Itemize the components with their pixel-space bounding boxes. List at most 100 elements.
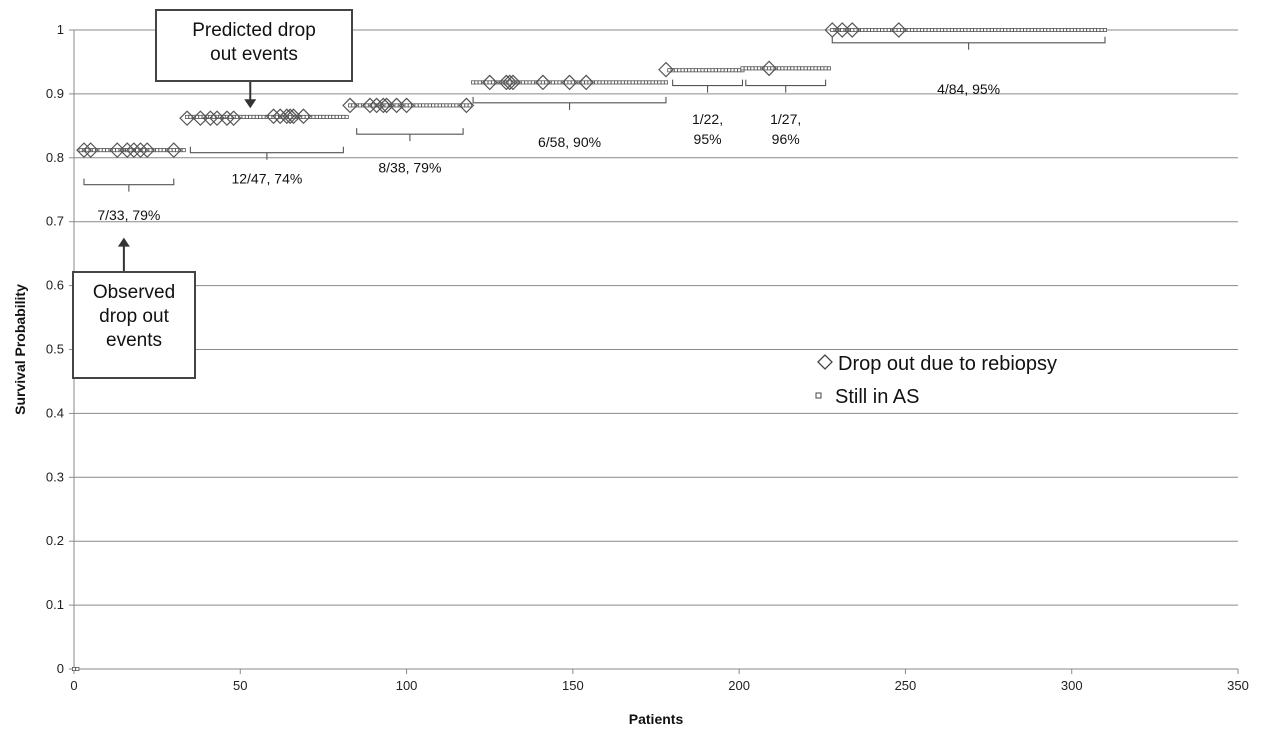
still-in-as-marker bbox=[537, 80, 542, 85]
still-in-as-marker bbox=[747, 66, 752, 71]
still-in-as-marker bbox=[797, 66, 802, 71]
still-in-as-marker bbox=[1003, 27, 1008, 32]
still-in-as-marker bbox=[75, 667, 80, 672]
dropout-marker bbox=[378, 97, 395, 114]
still-in-as-marker bbox=[471, 80, 476, 85]
still-in-as-marker bbox=[810, 66, 815, 71]
still-in-as-marker bbox=[707, 68, 712, 73]
still-in-as-marker bbox=[597, 80, 602, 85]
still-in-as-marker bbox=[600, 80, 605, 85]
still-in-as-marker bbox=[893, 27, 898, 32]
still-in-as-marker bbox=[1039, 27, 1044, 32]
still-in-as-marker bbox=[900, 27, 905, 32]
dropout-marker bbox=[834, 22, 851, 38]
still-in-as-marker bbox=[427, 103, 432, 108]
still-in-as-marker bbox=[966, 27, 971, 32]
still-in-as-marker bbox=[750, 66, 755, 71]
group-bracket bbox=[472, 96, 667, 110]
dropout-marker bbox=[578, 74, 595, 91]
still-in-as-marker bbox=[604, 80, 609, 85]
still-in-as-marker bbox=[654, 80, 659, 85]
x-tick-label: 0 bbox=[70, 678, 77, 693]
still-in-as-marker bbox=[620, 80, 625, 85]
group-bracket bbox=[189, 146, 344, 160]
still-in-as-marker bbox=[993, 27, 998, 32]
still-in-as-marker bbox=[983, 27, 988, 32]
still-in-as-marker bbox=[873, 27, 878, 32]
still-in-as-marker bbox=[1099, 27, 1104, 32]
still-in-as-marker bbox=[1026, 27, 1031, 32]
still-in-as-marker bbox=[248, 114, 253, 119]
group-label: 4/84, 95% bbox=[937, 81, 1000, 97]
still-in-as-marker bbox=[181, 148, 186, 153]
still-in-as-marker bbox=[241, 114, 246, 119]
still-in-as-marker bbox=[434, 103, 439, 108]
still-in-as-marker bbox=[640, 80, 645, 85]
predicted-dropout-callout: Predicted drop out events bbox=[155, 9, 353, 82]
callout-line: drop out bbox=[99, 306, 169, 327]
still-in-as-marker bbox=[913, 27, 918, 32]
still-in-as-marker bbox=[244, 114, 249, 119]
annotation-arrows bbox=[117, 82, 257, 271]
still-in-as-marker bbox=[1006, 27, 1011, 32]
dropout-marker bbox=[192, 110, 209, 127]
still-in-as-marker bbox=[790, 66, 795, 71]
y-tick-label: 0.1 bbox=[46, 597, 64, 612]
still-in-as-marker bbox=[634, 80, 639, 85]
still-in-as-marker bbox=[720, 68, 725, 73]
legend-label-dropout: Drop out due to rebiopsy bbox=[838, 353, 1057, 375]
still-in-as-marker bbox=[394, 103, 399, 108]
still-in-as-marker bbox=[986, 27, 991, 32]
still-in-as-marker bbox=[743, 66, 748, 71]
still-in-as-marker bbox=[757, 66, 762, 71]
still-in-as-marker bbox=[687, 68, 692, 73]
legend-square-icon bbox=[815, 392, 822, 399]
still-in-as-marker bbox=[348, 103, 353, 108]
still-in-as-marker bbox=[1066, 27, 1071, 32]
x-tick-label: 50 bbox=[233, 678, 247, 693]
legend-diamond-icon bbox=[817, 354, 833, 370]
still-in-as-marker bbox=[105, 148, 110, 153]
y-tick-label: 0.6 bbox=[46, 278, 64, 293]
group-label: 1/22, bbox=[692, 111, 723, 127]
still-in-as-marker bbox=[135, 148, 140, 153]
still-in-as-marker bbox=[863, 27, 868, 32]
dropout-marker bbox=[109, 142, 126, 158]
still-in-as-marker bbox=[175, 148, 180, 153]
still-in-as-marker bbox=[713, 68, 718, 73]
x-tick-label: 150 bbox=[562, 678, 584, 693]
still-in-as-marker bbox=[657, 80, 662, 85]
group-bracket bbox=[745, 79, 827, 93]
dropout-marker bbox=[501, 74, 518, 91]
still-in-as-marker bbox=[424, 103, 429, 108]
still-in-as-marker bbox=[866, 27, 871, 32]
still-in-as-marker bbox=[371, 103, 376, 108]
still-in-as-marker bbox=[637, 80, 642, 85]
drop-out-series bbox=[76, 22, 907, 158]
still-in-as-marker bbox=[777, 66, 782, 71]
still-in-as-marker bbox=[1063, 27, 1068, 32]
still-in-as-marker bbox=[630, 80, 635, 85]
still-in-as-marker bbox=[364, 103, 369, 108]
still-in-as-marker bbox=[780, 66, 785, 71]
still-in-as-marker bbox=[946, 27, 951, 32]
still-in-as-marker bbox=[920, 27, 925, 32]
still-in-as-marker bbox=[101, 148, 106, 153]
still-in-as-marker bbox=[417, 103, 422, 108]
still-in-as-marker bbox=[860, 27, 865, 32]
still-in-as-marker bbox=[1043, 27, 1048, 32]
y-tick-label: 0.2 bbox=[46, 533, 64, 548]
still-in-as-marker bbox=[1013, 27, 1018, 32]
y-tick-labels: 0 0.1 0.2 0.3 0.4 0.5 0.6 0.7 0.8 0.9 1 bbox=[46, 22, 64, 676]
still-in-as-marker bbox=[703, 68, 708, 73]
still-in-as-marker bbox=[1079, 27, 1084, 32]
still-in-as-marker bbox=[451, 103, 456, 108]
still-in-as-marker bbox=[570, 80, 575, 85]
still-in-as-marker bbox=[1056, 27, 1061, 32]
still-in-as-marker bbox=[614, 80, 619, 85]
dropout-marker bbox=[458, 97, 475, 114]
dropout-marker bbox=[342, 97, 358, 114]
still-in-as-marker bbox=[437, 103, 442, 108]
still-in-as-marker bbox=[334, 114, 339, 119]
still-in-as-marker bbox=[916, 27, 921, 32]
